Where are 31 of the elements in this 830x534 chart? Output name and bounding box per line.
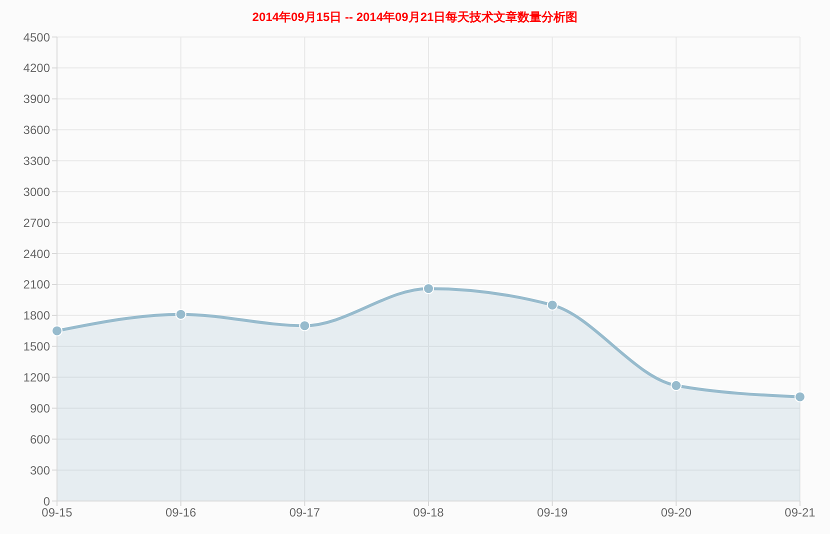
point [175, 308, 186, 320]
point [670, 380, 682, 392]
x-tick-label: 09-16 [165, 506, 196, 520]
x-tick-label: 09-18 [413, 506, 444, 520]
y-tick-label: 2700 [23, 216, 50, 230]
x-tick-label: 09-20 [660, 506, 692, 520]
point [52, 325, 62, 336]
point [299, 320, 310, 332]
y-tick-label: 1800 [23, 308, 50, 323]
y-tick-label: 2100 [23, 278, 50, 292]
y-tick-label: 4500 [23, 30, 50, 44]
x-tick-label: 09-17 [289, 506, 320, 520]
y-tick-label: 4200 [23, 61, 50, 76]
y-tick-label: 300 [30, 463, 50, 478]
point [794, 391, 806, 402]
y-tick-label: 3900 [23, 92, 50, 106]
y-tick-label: 1500 [23, 340, 50, 354]
x-tick-label: 09-21 [784, 506, 816, 520]
y-tick-label: 3600 [23, 123, 50, 138]
chart-title: 2014年09月15日 -- 2014年09月21日每天技术文章数量分析图 [251, 9, 579, 25]
x-tick-label: 09-15 [42, 506, 73, 520]
y-tick-label: 0 [43, 494, 50, 508]
x-tick-label: 09-19 [536, 506, 568, 520]
y-tick-label: 1200 [23, 370, 50, 385]
y-tick-label: 600 [30, 432, 50, 446]
y-tick-label: 2400 [23, 246, 50, 261]
point [546, 300, 558, 311]
y-tick-label: 900 [30, 401, 50, 416]
y-tick-label: 3300 [23, 154, 50, 168]
point [423, 283, 434, 294]
y-tick-label: 3000 [23, 184, 50, 199]
